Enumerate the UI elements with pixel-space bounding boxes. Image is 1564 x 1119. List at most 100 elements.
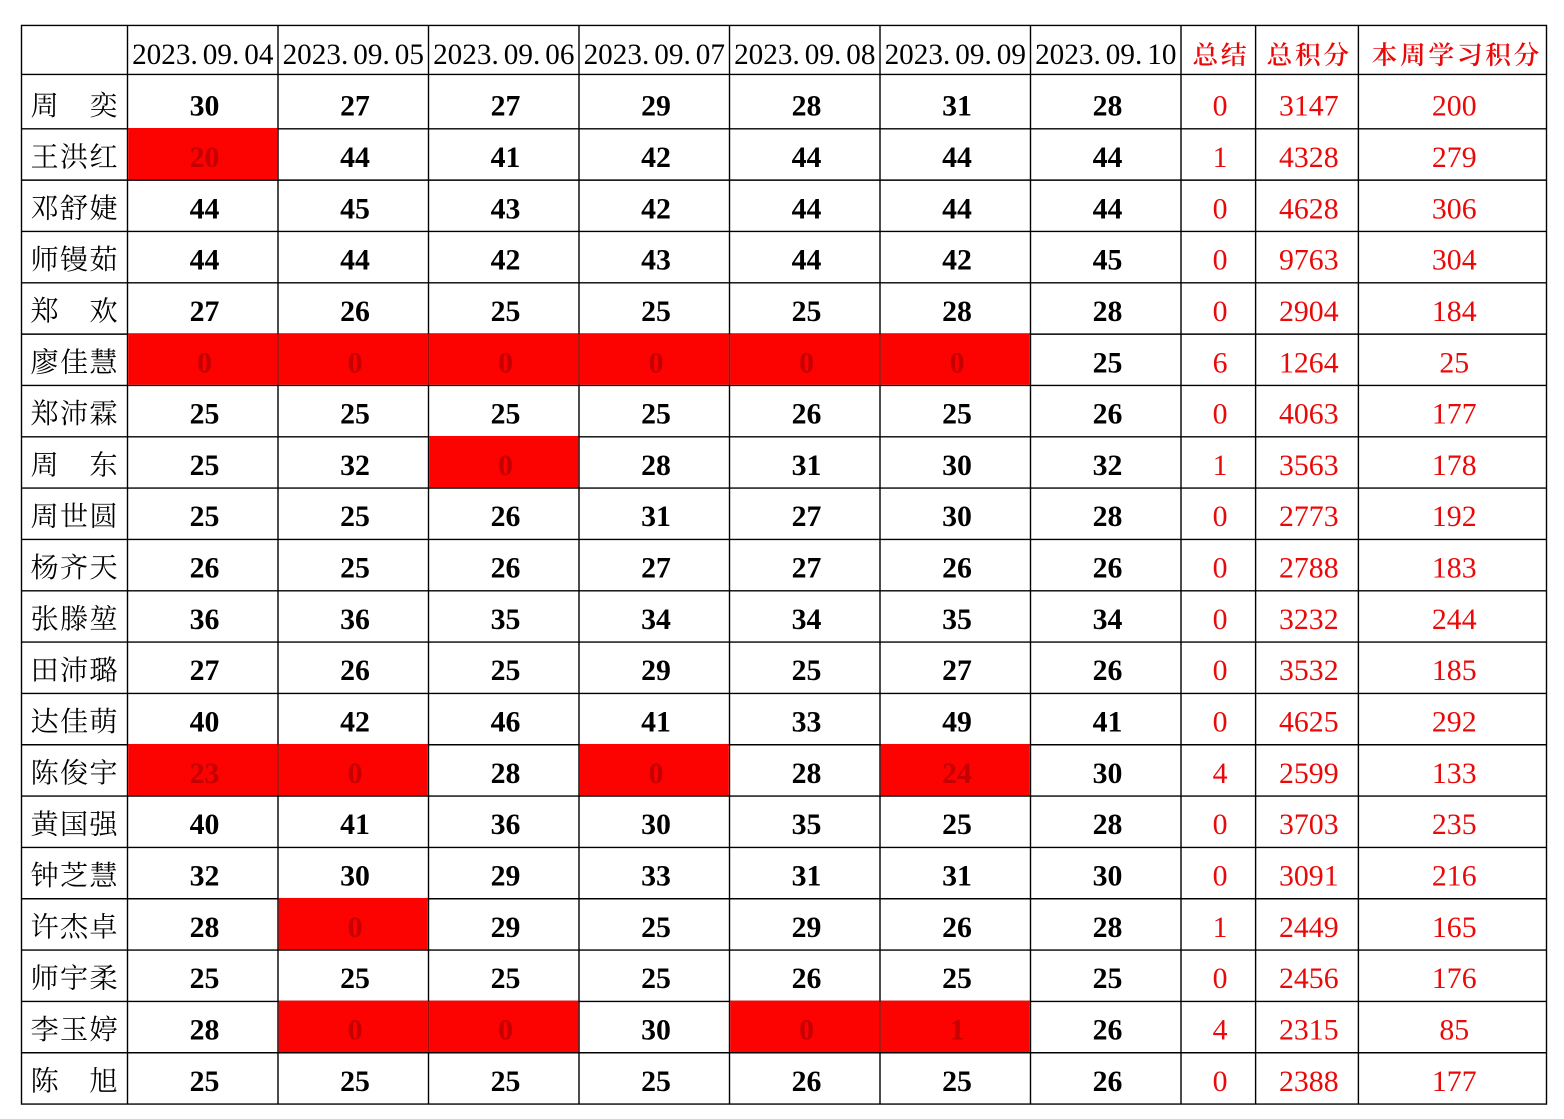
svg-text:41: 41 [491,141,521,174]
svg-text:25: 25 [491,295,521,328]
svg-text:292: 292 [1432,706,1477,739]
svg-text:28: 28 [190,911,220,944]
svg-text:25: 25 [942,962,972,995]
svg-text:26: 26 [942,552,972,585]
svg-text:42: 42 [942,244,972,277]
svg-text:25: 25 [190,398,220,431]
svg-text:25: 25 [1439,346,1469,379]
svg-text:28: 28 [641,449,671,482]
svg-text:2023.09.04: 2023. 09. 04 [132,39,274,71]
svg-text:25: 25 [190,962,220,995]
svg-text:26: 26 [792,398,822,431]
svg-text:28: 28 [491,757,521,790]
svg-text:26: 26 [491,500,521,533]
svg-text:30: 30 [1093,860,1123,893]
svg-text:42: 42 [641,192,671,225]
svg-text:0: 0 [1213,962,1228,995]
svg-text:29: 29 [641,90,671,123]
svg-text:200: 200 [1432,90,1477,123]
svg-text:30: 30 [942,449,972,482]
svg-text:235: 235 [1432,808,1477,841]
svg-text:45: 45 [340,192,370,225]
svg-text:31: 31 [792,449,822,482]
svg-text:26: 26 [1093,552,1123,585]
svg-text:32: 32 [1093,449,1123,482]
svg-text:2599: 2599 [1279,757,1339,790]
svg-text:2449: 2449 [1279,911,1339,944]
svg-text:4: 4 [1213,757,1228,790]
svg-text:25: 25 [792,295,822,328]
svg-text:0: 0 [1213,192,1228,225]
svg-text:184: 184 [1432,295,1477,328]
svg-text:0: 0 [1213,654,1228,687]
svg-text:2904: 2904 [1279,295,1339,328]
svg-text:3532: 3532 [1279,654,1339,687]
svg-text:27: 27 [491,90,521,123]
svg-text:26: 26 [1093,1065,1123,1098]
svg-text:0: 0 [1213,295,1228,328]
svg-text:178: 178 [1432,449,1477,482]
svg-text:25: 25 [1093,346,1123,379]
svg-text:28: 28 [190,1014,220,1047]
svg-text:2023.09.07: 2023. 09. 07 [584,39,725,71]
svg-text:2388: 2388 [1279,1065,1339,1098]
svg-text:2315: 2315 [1279,1014,1339,1047]
svg-text:44: 44 [1093,192,1123,225]
svg-text:44: 44 [792,244,822,277]
svg-text:31: 31 [942,860,972,893]
svg-text:0: 0 [799,346,814,379]
svg-text:2023.09.06: 2023. 09. 06 [433,39,574,71]
svg-text:43: 43 [491,192,521,225]
svg-text:2456: 2456 [1279,962,1339,995]
svg-text:25: 25 [340,962,370,995]
svg-text:30: 30 [641,1014,671,1047]
svg-text:28: 28 [792,90,822,123]
svg-text:25: 25 [190,500,220,533]
svg-text:40: 40 [190,808,220,841]
svg-text:25: 25 [942,1065,972,1098]
svg-text:44: 44 [942,192,972,225]
svg-text:31: 31 [641,500,671,533]
svg-text:4625: 4625 [1279,706,1339,739]
svg-text:42: 42 [491,244,521,277]
svg-text:25: 25 [1093,962,1123,995]
svg-text:44: 44 [190,244,220,277]
svg-text:0: 0 [1213,1065,1228,1098]
svg-text:27: 27 [190,295,220,328]
svg-text:0: 0 [1213,552,1228,585]
svg-text:29: 29 [641,654,671,687]
svg-text:1264: 1264 [1279,346,1339,379]
svg-text:0: 0 [348,757,363,790]
svg-text:25: 25 [340,552,370,585]
svg-text:26: 26 [1093,1014,1123,1047]
svg-text:30: 30 [942,500,972,533]
svg-text:0: 0 [649,346,664,379]
svg-text:33: 33 [792,706,822,739]
svg-text:1: 1 [1213,911,1228,944]
svg-text:0: 0 [1213,808,1228,841]
svg-text:85: 85 [1439,1014,1469,1047]
svg-text:23: 23 [190,757,220,790]
svg-text:36: 36 [340,603,370,636]
svg-text:0: 0 [649,757,664,790]
svg-text:1: 1 [950,1014,965,1047]
svg-text:25: 25 [942,808,972,841]
svg-text:28: 28 [1093,911,1123,944]
svg-text:28: 28 [1093,90,1123,123]
svg-text:0: 0 [498,449,513,482]
svg-text:44: 44 [792,192,822,225]
svg-text:27: 27 [190,654,220,687]
svg-text:25: 25 [641,962,671,995]
svg-text:3147: 3147 [1279,90,1339,123]
svg-text:27: 27 [942,654,972,687]
svg-text:25: 25 [792,654,822,687]
svg-text:27: 27 [340,90,370,123]
svg-text:28: 28 [792,757,822,790]
svg-text:2023.09.08: 2023. 09. 08 [734,39,875,71]
svg-text:26: 26 [942,911,972,944]
svg-text:279: 279 [1432,141,1477,174]
svg-text:244: 244 [1432,603,1477,636]
svg-text:2023.09.09: 2023. 09. 09 [885,39,1026,71]
svg-text:49: 49 [942,706,972,739]
svg-text:29: 29 [491,911,521,944]
